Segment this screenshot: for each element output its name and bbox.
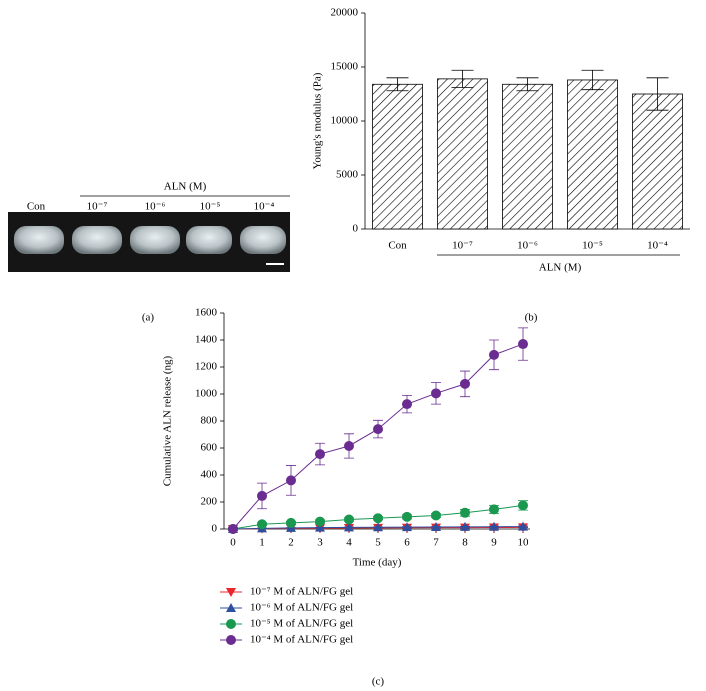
y-tick-label: 20000	[331, 7, 359, 19]
marker	[431, 510, 441, 521]
error-bar	[451, 69, 474, 88]
legend-label: 10⁻⁴ M of ALN/FG gel	[250, 634, 353, 646]
marker	[286, 475, 296, 486]
y-tick-label: 400	[201, 469, 218, 481]
x-tick-label: 3	[317, 537, 323, 549]
marker	[431, 521, 441, 531]
marker	[489, 349, 499, 360]
marker	[460, 378, 470, 389]
x-tick-label: 2	[288, 537, 294, 549]
sample-label: Con	[27, 201, 46, 213]
x-tick-label: 9	[491, 537, 497, 549]
y-tick-label: 600	[201, 442, 218, 454]
error-bar	[646, 77, 669, 111]
marker	[315, 522, 325, 532]
x-tick-label: 5	[375, 537, 381, 549]
marker	[315, 516, 325, 527]
marker	[518, 521, 528, 531]
y-tick-label: 0	[353, 223, 359, 235]
y-tick-label: 5000	[336, 169, 359, 181]
y-axis-label: Cumulative ALN release (ng)	[162, 355, 174, 486]
y-tick-label: 1000	[195, 388, 218, 400]
panel-label: (c)	[372, 676, 385, 688]
marker	[489, 504, 499, 515]
marker	[489, 521, 499, 531]
marker	[226, 635, 236, 645]
error-bar	[386, 77, 409, 92]
x-tick-label: 10	[518, 537, 530, 549]
x-tick-label: 10⁻⁷	[452, 240, 473, 252]
marker	[257, 490, 267, 501]
y-tick-label: 800	[201, 415, 218, 427]
photo: ALN (M) Con 10⁻⁷ 10⁻⁶ 10⁻⁵ 10⁻⁴ (a)	[8, 181, 290, 324]
bar	[502, 83, 553, 230]
x-tick-label: Con	[388, 240, 407, 252]
marker	[344, 440, 354, 451]
bar	[372, 83, 423, 230]
marker	[344, 522, 354, 532]
x-tick-label: 10⁻⁵	[582, 240, 603, 252]
x-tick-label: 8	[462, 537, 468, 549]
marker	[257, 519, 267, 530]
marker	[402, 511, 412, 522]
marker	[344, 514, 354, 525]
marker	[286, 517, 296, 528]
panel-label: (b)	[525, 312, 538, 324]
x-tick-label: 6	[404, 537, 410, 549]
sample-label: 10⁻⁷	[87, 201, 108, 213]
sample-label: 10⁻⁴	[254, 201, 275, 213]
marker	[373, 513, 383, 524]
group-label: ALN (M)	[164, 181, 207, 193]
x-axis-label: Time (day)	[353, 557, 402, 569]
y-tick-label: 10000	[331, 115, 359, 127]
x-tick-label: 1	[259, 537, 265, 549]
sample-label: 10⁻⁶	[145, 201, 166, 213]
marker	[402, 522, 412, 532]
sample-label: 10⁻⁵	[200, 201, 221, 213]
x-tick-label: 10⁻⁶	[517, 240, 538, 252]
marker	[315, 449, 325, 460]
marker	[460, 521, 470, 531]
y-tick-label: 1600	[195, 307, 218, 319]
bar	[437, 78, 488, 230]
legend-label: 10⁻⁶ M of ALN/FG gel	[250, 602, 353, 614]
marker	[518, 500, 528, 511]
y-tick-label: 15000	[331, 61, 359, 73]
x-tick-label: 7	[433, 537, 439, 549]
legend-label: 10⁻⁵ M of ALN/FG gel	[250, 618, 353, 630]
group-label: ALN (M)	[539, 262, 582, 274]
error-bar	[516, 77, 539, 92]
bar	[567, 79, 618, 230]
bar	[632, 93, 683, 230]
marker	[402, 399, 412, 410]
marker	[431, 388, 441, 399]
marker	[518, 339, 528, 350]
panel-label: (a)	[142, 312, 155, 324]
marker	[373, 424, 383, 435]
error-bar	[581, 69, 604, 91]
marker	[228, 524, 238, 534]
x-tick-label: 0	[230, 537, 236, 549]
marker	[226, 619, 236, 629]
marker	[226, 603, 236, 612]
y-tick-label: 0	[212, 523, 218, 535]
legend-label: 10⁻⁷ M of ALN/FG gel	[250, 586, 353, 598]
y-axis-label: Young's modulus (Pa)	[312, 72, 324, 169]
y-tick-label: 1400	[195, 334, 218, 346]
marker	[460, 507, 470, 518]
x-tick-label: 10⁻⁴	[647, 240, 668, 252]
marker	[226, 588, 236, 597]
marker	[373, 522, 383, 532]
x-tick-label: 4	[346, 537, 352, 549]
y-tick-label: 200	[201, 496, 218, 508]
y-tick-label: 1200	[195, 361, 218, 373]
